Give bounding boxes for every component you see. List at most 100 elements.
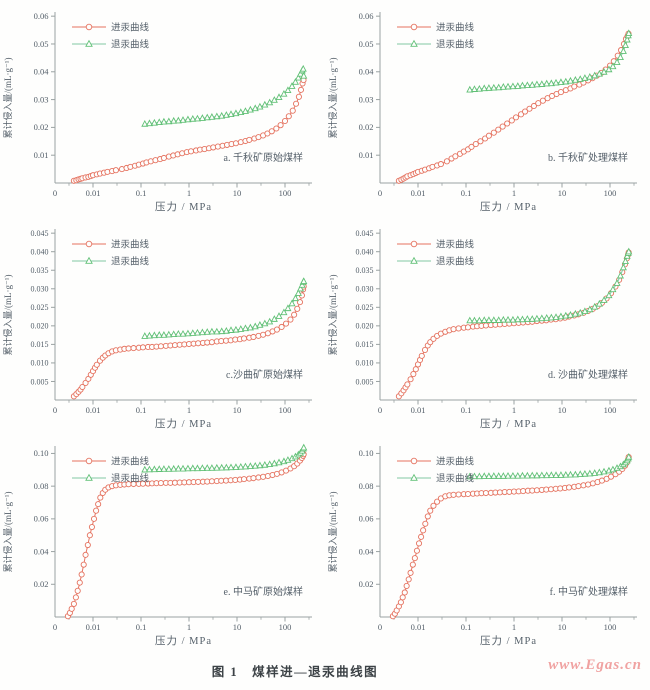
svg-text:0.02: 0.02 bbox=[359, 579, 374, 589]
svg-text:0: 0 bbox=[378, 188, 382, 198]
svg-text:进汞曲线: 进汞曲线 bbox=[436, 455, 475, 467]
chart-panel-a: 0.01 0.02 0.03 0.04 0.05 0.06 0 0.01 0.1 1 10 100 进汞… bbox=[2, 11, 312, 213]
svg-text:进汞曲线: 进汞曲线 bbox=[111, 21, 150, 33]
svg-text:0.1: 0.1 bbox=[136, 622, 147, 632]
svg-text:0.04: 0.04 bbox=[34, 546, 50, 556]
svg-text:0: 0 bbox=[53, 188, 57, 198]
svg-text:0.04: 0.04 bbox=[34, 67, 50, 77]
svg-text:0.04: 0.04 bbox=[359, 546, 375, 556]
svg-text:0.06: 0.06 bbox=[34, 514, 49, 524]
chart-grid: 0.01 0.02 0.03 0.04 0.05 0.06 0 0.01 0.1 1 10 100 进汞… bbox=[2, 11, 637, 647]
figure-caption: 图 1 煤样进—退汞曲线图 bbox=[211, 665, 379, 679]
svg-text:累计侵入量/(mL·g⁻¹): 累计侵入量/(mL·g⁻¹) bbox=[327, 58, 338, 139]
svg-text:0.08: 0.08 bbox=[359, 481, 374, 491]
svg-text:0.010: 0.010 bbox=[31, 359, 49, 368]
svg-text:0.03: 0.03 bbox=[359, 94, 374, 104]
svg-text:10: 10 bbox=[558, 188, 567, 198]
svg-text:0.005: 0.005 bbox=[31, 377, 49, 386]
svg-text:0.030: 0.030 bbox=[31, 285, 49, 294]
chart-panel-c: 0.0050.0100.0150.0200.0250.0300.0350.040… bbox=[2, 229, 312, 430]
svg-text:c.沙曲矿原始煤样: c.沙曲矿原始煤样 bbox=[226, 368, 303, 381]
svg-text:0: 0 bbox=[53, 622, 57, 632]
svg-text:0.045: 0.045 bbox=[356, 229, 374, 238]
svg-text:退汞曲线: 退汞曲线 bbox=[436, 38, 475, 50]
svg-text:0.05: 0.05 bbox=[359, 39, 374, 49]
svg-text:1: 1 bbox=[187, 188, 191, 198]
svg-text:压力 / MPa: 压力 / MPa bbox=[480, 200, 537, 213]
svg-text:0.1: 0.1 bbox=[461, 622, 472, 632]
svg-text:100: 100 bbox=[604, 622, 617, 632]
svg-text:压力 / MPa: 压力 / MPa bbox=[155, 200, 212, 213]
svg-text:0.01: 0.01 bbox=[411, 188, 426, 198]
svg-text:10: 10 bbox=[233, 405, 242, 415]
svg-text:0.045: 0.045 bbox=[31, 229, 49, 238]
svg-text:压力 / MPa: 压力 / MPa bbox=[155, 417, 212, 430]
svg-text:0.06: 0.06 bbox=[359, 514, 374, 524]
svg-text:0: 0 bbox=[378, 622, 382, 632]
watermark-link[interactable]: www.Egas.cn bbox=[548, 657, 642, 673]
svg-text:累计侵入量/(mL·g⁻¹): 累计侵入量/(mL·g⁻¹) bbox=[327, 492, 338, 573]
svg-text:0.03: 0.03 bbox=[34, 94, 49, 104]
svg-text:累计侵入量/(mL·g⁻¹): 累计侵入量/(mL·g⁻¹) bbox=[2, 275, 13, 356]
svg-text:0.06: 0.06 bbox=[34, 11, 49, 21]
svg-text:进汞曲线: 进汞曲线 bbox=[111, 455, 150, 467]
svg-text:0.035: 0.035 bbox=[356, 266, 374, 275]
svg-text:0.01: 0.01 bbox=[86, 188, 101, 198]
svg-text:0.005: 0.005 bbox=[356, 377, 374, 386]
svg-text:退汞曲线: 退汞曲线 bbox=[111, 38, 150, 50]
svg-text:退汞曲线: 退汞曲线 bbox=[436, 255, 475, 267]
svg-text:0.040: 0.040 bbox=[31, 248, 49, 257]
svg-text:0.020: 0.020 bbox=[31, 322, 49, 331]
svg-text:0.06: 0.06 bbox=[359, 11, 374, 21]
svg-text:压力 / MPa: 压力 / MPa bbox=[155, 634, 212, 647]
svg-text:0.010: 0.010 bbox=[356, 359, 374, 368]
svg-text:0.10: 0.10 bbox=[34, 448, 49, 458]
svg-text:0.01: 0.01 bbox=[86, 405, 101, 415]
figure-footer: 图 1 煤样进—退汞曲线图 www.Egas.cn bbox=[0, 651, 650, 690]
svg-text:100: 100 bbox=[604, 405, 617, 415]
svg-text:0.020: 0.020 bbox=[356, 322, 374, 331]
svg-text:d. 沙曲矿处理煤样: d. 沙曲矿处理煤样 bbox=[548, 368, 628, 381]
svg-text:0.040: 0.040 bbox=[356, 248, 374, 257]
svg-text:进汞曲线: 进汞曲线 bbox=[436, 21, 475, 33]
svg-text:0.01: 0.01 bbox=[34, 150, 49, 160]
svg-text:压力 / MPa: 压力 / MPa bbox=[480, 417, 537, 430]
svg-text:f. 中马矿处理煤样: f. 中马矿处理煤样 bbox=[550, 585, 628, 598]
svg-text:100: 100 bbox=[279, 622, 292, 632]
svg-text:0.025: 0.025 bbox=[356, 303, 374, 312]
svg-text:0.1: 0.1 bbox=[461, 405, 472, 415]
svg-text:0.10: 0.10 bbox=[359, 448, 374, 458]
svg-text:0.1: 0.1 bbox=[136, 405, 147, 415]
chart-panel-e: 0.02 0.04 0.06 0.08 0.10 0 0.01 0.1 1 10 100 进汞曲线退汞… bbox=[2, 443, 312, 647]
chart-panel-d: 0.0050.0100.0150.0200.0250.0300.0350.040… bbox=[327, 229, 637, 430]
svg-text:1: 1 bbox=[512, 405, 516, 415]
svg-text:退汞曲线: 退汞曲线 bbox=[436, 472, 475, 484]
svg-text:1: 1 bbox=[512, 188, 516, 198]
svg-text:0.02: 0.02 bbox=[359, 122, 374, 132]
svg-text:退汞曲线: 退汞曲线 bbox=[111, 255, 150, 267]
svg-text:0.030: 0.030 bbox=[356, 285, 374, 294]
svg-text:退汞曲线: 退汞曲线 bbox=[111, 472, 150, 484]
svg-text:0.01: 0.01 bbox=[411, 622, 426, 632]
svg-text:e. 中马矿原始煤样: e. 中马矿原始煤样 bbox=[224, 585, 303, 598]
svg-text:压力 / MPa: 压力 / MPa bbox=[480, 634, 537, 647]
svg-text:0: 0 bbox=[378, 405, 382, 415]
svg-text:0.025: 0.025 bbox=[31, 303, 49, 312]
svg-text:0.05: 0.05 bbox=[34, 39, 49, 49]
svg-text:10: 10 bbox=[233, 622, 242, 632]
svg-text:100: 100 bbox=[604, 188, 617, 198]
svg-text:0.015: 0.015 bbox=[31, 340, 49, 349]
svg-text:进汞曲线: 进汞曲线 bbox=[436, 238, 475, 250]
svg-text:累计侵入量/(mL·g⁻¹): 累计侵入量/(mL·g⁻¹) bbox=[2, 58, 13, 139]
svg-text:0.01: 0.01 bbox=[359, 150, 374, 160]
svg-text:100: 100 bbox=[279, 405, 292, 415]
svg-text:1: 1 bbox=[187, 622, 191, 632]
svg-text:0.02: 0.02 bbox=[34, 579, 49, 589]
svg-text:1: 1 bbox=[512, 622, 516, 632]
svg-text:0: 0 bbox=[53, 405, 57, 415]
svg-text:0.02: 0.02 bbox=[34, 122, 49, 132]
svg-text:累计侵入量/(mL·g⁻¹): 累计侵入量/(mL·g⁻¹) bbox=[2, 492, 13, 573]
svg-text:0.04: 0.04 bbox=[359, 67, 375, 77]
svg-text:0.035: 0.035 bbox=[31, 266, 49, 275]
